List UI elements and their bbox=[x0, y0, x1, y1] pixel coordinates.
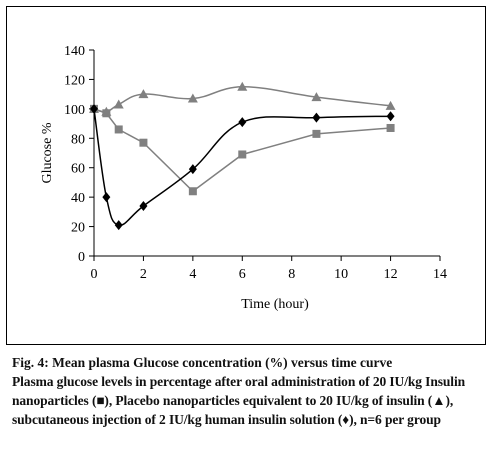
data-point-square bbox=[188, 187, 197, 196]
x-tick-label: 2 bbox=[140, 267, 147, 282]
x-tick-label: 4 bbox=[189, 267, 196, 282]
y-tick-label: 20 bbox=[71, 221, 85, 236]
x-tick-label: 8 bbox=[288, 267, 295, 282]
chart-frame: 0 20 40 60 80 100 120 140 0 2 4 6 8 10 12 14 Time (hour)… bbox=[6, 6, 486, 345]
caption-title: Fig. 4: Mean plasma Glucose concentratio… bbox=[12, 355, 393, 370]
data-point-diamond bbox=[238, 117, 247, 128]
caption-description: Plasma glucose levels in percentage afte… bbox=[12, 374, 466, 427]
data-point-triangle bbox=[113, 99, 124, 109]
data-point-diamond bbox=[312, 112, 321, 123]
x-tick-label: 14 bbox=[433, 267, 447, 282]
data-point-diamond bbox=[139, 200, 148, 211]
data-point-triangle bbox=[385, 100, 396, 110]
y-tick-label: 100 bbox=[64, 103, 85, 118]
data-point-square bbox=[114, 125, 123, 134]
glucose-line-chart: 0 20 40 60 80 100 120 140 0 2 4 6 8 10 12 14 Time (hour)… bbox=[40, 44, 447, 312]
y-axis-title: Glucose % bbox=[40, 122, 55, 183]
data-point-square bbox=[238, 150, 247, 159]
y-tick-label: 120 bbox=[64, 73, 85, 88]
data-point-triangle bbox=[187, 93, 198, 103]
data-point-triangle bbox=[138, 89, 149, 99]
y-tick-label: 0 bbox=[78, 250, 85, 265]
x-tick-label: 0 bbox=[91, 267, 98, 282]
figure-caption: Fig. 4: Mean plasma Glucose concentratio… bbox=[12, 353, 486, 429]
data-point-diamond bbox=[102, 192, 111, 203]
x-tick-label: 6 bbox=[239, 267, 246, 282]
data-point-triangle bbox=[237, 81, 248, 91]
y-tick-label: 60 bbox=[71, 162, 85, 177]
x-tick-label: 10 bbox=[334, 267, 348, 282]
data-point-diamond bbox=[90, 103, 98, 114]
data-point-triangle bbox=[101, 106, 112, 116]
data-point-diamond bbox=[188, 164, 197, 175]
data-point-diamond bbox=[114, 220, 123, 231]
data-point-square bbox=[312, 129, 321, 138]
data-point-diamond bbox=[386, 111, 395, 122]
y-tick-label: 40 bbox=[71, 191, 85, 206]
data-point-triangle bbox=[311, 92, 322, 102]
data-point-square bbox=[386, 123, 395, 132]
x-tick-label: 12 bbox=[384, 267, 398, 282]
y-tick-label: 80 bbox=[71, 132, 85, 147]
y-tick-label: 140 bbox=[64, 44, 85, 59]
x-axis-title: Time (hour) bbox=[241, 297, 309, 312]
data-point-square bbox=[139, 138, 148, 147]
